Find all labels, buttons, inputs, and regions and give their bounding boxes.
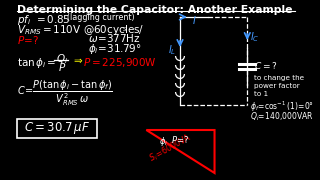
- Text: $I$: $I$: [191, 14, 196, 26]
- Text: $\phi_f\!=\!\cos^{-1}(1)\!=\!0°$: $\phi_f\!=\!\cos^{-1}(1)\!=\!0°$: [250, 100, 314, 114]
- Text: to change the: to change the: [254, 75, 305, 81]
- Text: $P$: $P$: [58, 61, 66, 73]
- Text: $C\!=\!\dfrac{P(\tan\phi_i - \tan\phi_f)}{V^2_{RMS}\,\omega}$: $C\!=\!\dfrac{P(\tan\phi_i - \tan\phi_f)…: [17, 78, 113, 108]
- Text: $P = 225{,}900\mathrm{W}$: $P = 225{,}900\mathrm{W}$: [83, 56, 156, 69]
- Text: $\phi_i$: $\phi_i$: [159, 135, 168, 148]
- Text: $\Rightarrow$: $\Rightarrow$: [71, 56, 83, 66]
- Text: $= 0.85$: $= 0.85$: [34, 13, 71, 25]
- Text: $V_{RMS}$: $V_{RMS}$: [17, 23, 42, 37]
- Text: $C = 30.7\,\mu F$: $C = 30.7\,\mu F$: [24, 120, 90, 136]
- Text: $\omega\!=\!377\mathrm{Hz}$: $\omega\!=\!377\mathrm{Hz}$: [88, 32, 140, 44]
- FancyBboxPatch shape: [17, 119, 97, 138]
- Text: (lagging current): (lagging current): [67, 13, 134, 22]
- Text: $C=?$: $C=?$: [254, 60, 278, 71]
- Text: $I_L$: $I_L$: [169, 43, 177, 57]
- Text: $I_C$: $I_C$: [250, 30, 260, 44]
- Text: $Q_i$: $Q_i$: [56, 52, 68, 66]
- Text: $=110\mathrm{V}\ @60\mathrm{cycles}/$: $=110\mathrm{V}\ @60\mathrm{cycles}/$: [40, 23, 144, 37]
- Text: $S_i\!=\!6000\mathrm{VA}$: $S_i\!=\!6000\mathrm{VA}$: [147, 131, 194, 165]
- Text: $\tan\phi_i =$: $\tan\phi_i =$: [17, 56, 57, 70]
- Text: power factor: power factor: [254, 83, 300, 89]
- Text: to 1: to 1: [254, 91, 268, 97]
- Text: $Q_i\!=\!140{,}000\mathrm{VAR}$: $Q_i\!=\!140{,}000\mathrm{VAR}$: [250, 110, 314, 123]
- Text: $\phi_i\!=\!31.79°$: $\phi_i\!=\!31.79°$: [88, 42, 142, 56]
- Text: $pf_i$: $pf_i$: [17, 13, 31, 27]
- Text: $P\!=\!?$: $P\!=\!?$: [171, 134, 190, 145]
- Text: $P\!=\!?$: $P\!=\!?$: [17, 34, 39, 46]
- Text: Determining the Capacitor: Another Example: Determining the Capacitor: Another Examp…: [18, 5, 293, 15]
- Text: $_S$: $_S$: [122, 25, 127, 34]
